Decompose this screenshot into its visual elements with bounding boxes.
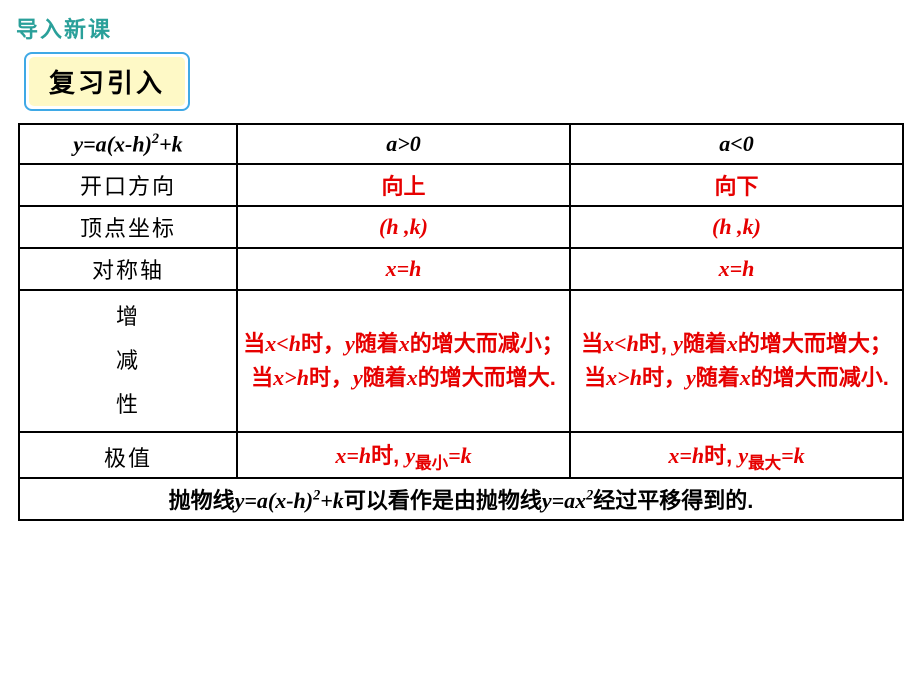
mn-1: x<h <box>603 331 639 356</box>
row-extreme: 极值 x=h时, y最小=k x=h时, y最大=k <box>19 432 903 478</box>
monotonic-pos: 当x<h时，y随着x的增大而减小；当x>h时，y随着x的增大而增大. <box>237 290 570 432</box>
mp-5: x <box>399 331 410 356</box>
mn-0: 当 <box>581 331 603 356</box>
section-tag-box: 复习引入 <box>24 52 190 111</box>
vertex-pos: (h ,k) <box>237 206 570 248</box>
opening-neg: 向下 <box>570 164 903 206</box>
en-pre: x=h <box>668 443 704 468</box>
mn-10: 随着 <box>696 365 740 390</box>
row-opening: 开口方向 向上 向下 <box>19 164 903 206</box>
header-a-positive: a>0 <box>237 124 570 164</box>
en-eq: =k <box>781 443 805 468</box>
mp-2: 时， <box>301 331 345 356</box>
fp-2: 可以看作是由抛物线 <box>344 488 542 513</box>
header-formula: y=a(x-h)2+k <box>19 124 237 164</box>
vertex-neg-text: (h ,k) <box>712 214 761 239</box>
axis-pos: x=h <box>237 248 570 290</box>
fp-f1a: y=a <box>235 488 268 513</box>
mono-char-2: 减 <box>116 348 140 373</box>
label-monotonic: 增 减 性 <box>19 290 237 432</box>
properties-table: y=a(x-h)2+k a>0 a<0 开口方向 向上 向下 顶点坐标 (h ,… <box>18 123 904 521</box>
row-axis: 对称轴 x=h x=h <box>19 248 903 290</box>
mp-3: y <box>345 331 355 356</box>
extreme-pos: x=h时, y最小=k <box>237 432 570 478</box>
formula-yeq: y=a <box>73 131 106 156</box>
footer-statement: 抛物线y=a(x-h)2+k可以看作是由抛物线y=ax2经过平移得到的. <box>19 478 903 520</box>
formula-plusk: +k <box>159 131 183 156</box>
en-mid: 时, <box>704 443 738 468</box>
formula-xh: (x-h) <box>107 131 152 156</box>
row-vertex: 顶点坐标 (h ,k) (h ,k) <box>19 206 903 248</box>
opening-pos: 向上 <box>237 164 570 206</box>
label-vertex: 顶点坐标 <box>19 206 237 248</box>
mn-8: 时， <box>642 365 686 390</box>
fp-1: 抛物线 <box>169 488 235 513</box>
table-header-row: y=a(x-h)2+k a>0 a<0 <box>19 124 903 164</box>
row-footer: 抛物线y=a(x-h)2+k可以看作是由抛物线y=ax2经过平移得到的. <box>19 478 903 520</box>
mn-3: y <box>673 331 683 356</box>
formula-sup: 2 <box>152 131 159 147</box>
mp-9: y <box>353 365 363 390</box>
label-opening: 开口方向 <box>19 164 237 206</box>
fp-f1b: (x-h) <box>268 488 313 513</box>
monotonic-neg: 当x<h时, y随着x的增大而增大； 当x>h时，y随着x的增大而减小. <box>570 290 903 432</box>
mp-10: 随着 <box>363 365 407 390</box>
ep-eq: =k <box>448 443 472 468</box>
ep-mid: 时, <box>371 443 405 468</box>
mono-char-3: 性 <box>116 392 140 417</box>
mn-11: x <box>740 365 751 390</box>
ep-y: y <box>405 443 415 468</box>
header-a-pos-text: a>0 <box>386 131 421 156</box>
header-a-negative: a<0 <box>570 124 903 164</box>
mp-1: x<h <box>265 331 301 356</box>
mp-12: 的增大而增大. <box>418 365 556 390</box>
label-extreme: 极值 <box>19 432 237 478</box>
en-y: y <box>738 443 748 468</box>
extreme-neg: x=h时, y最大=k <box>570 432 903 478</box>
mn-4: 随着 <box>683 331 727 356</box>
axis-neg-text: x=h <box>719 256 755 281</box>
mp-8: 时， <box>309 365 353 390</box>
mn-7: x>h <box>606 365 642 390</box>
mono-char-1: 增 <box>116 304 140 329</box>
mp-0: 当 <box>243 331 265 356</box>
mn-2: 时, <box>639 331 673 356</box>
mp-11: x <box>407 365 418 390</box>
ep-pre: x=h <box>335 443 371 468</box>
header-a-neg-text: a<0 <box>719 131 754 156</box>
vertex-pos-text: (h ,k) <box>379 214 428 239</box>
mp-7: x>h <box>273 365 309 390</box>
fp-f1c: +k <box>320 488 344 513</box>
row-monotonic: 增 减 性 当x<h时，y随着x的增大而减小；当x>h时，y随着x的增大而增大.… <box>19 290 903 432</box>
mn-12: 的增大而减小. <box>751 365 889 390</box>
vertex-neg: (h ,k) <box>570 206 903 248</box>
section-tag: 复习引入 <box>29 57 185 106</box>
mn-5: x <box>727 331 738 356</box>
axis-neg: x=h <box>570 248 903 290</box>
mp-4: 随着 <box>355 331 399 356</box>
ep-sub: 最小 <box>415 454 448 472</box>
fp-f2a: y=ax <box>542 488 586 513</box>
fp-3: 经过平移得到的. <box>593 488 753 513</box>
mn-9: y <box>686 365 696 390</box>
axis-pos-text: x=h <box>386 256 422 281</box>
en-sub: 最大 <box>748 454 781 472</box>
label-axis: 对称轴 <box>19 248 237 290</box>
page-heading: 导入新课 <box>0 0 920 52</box>
